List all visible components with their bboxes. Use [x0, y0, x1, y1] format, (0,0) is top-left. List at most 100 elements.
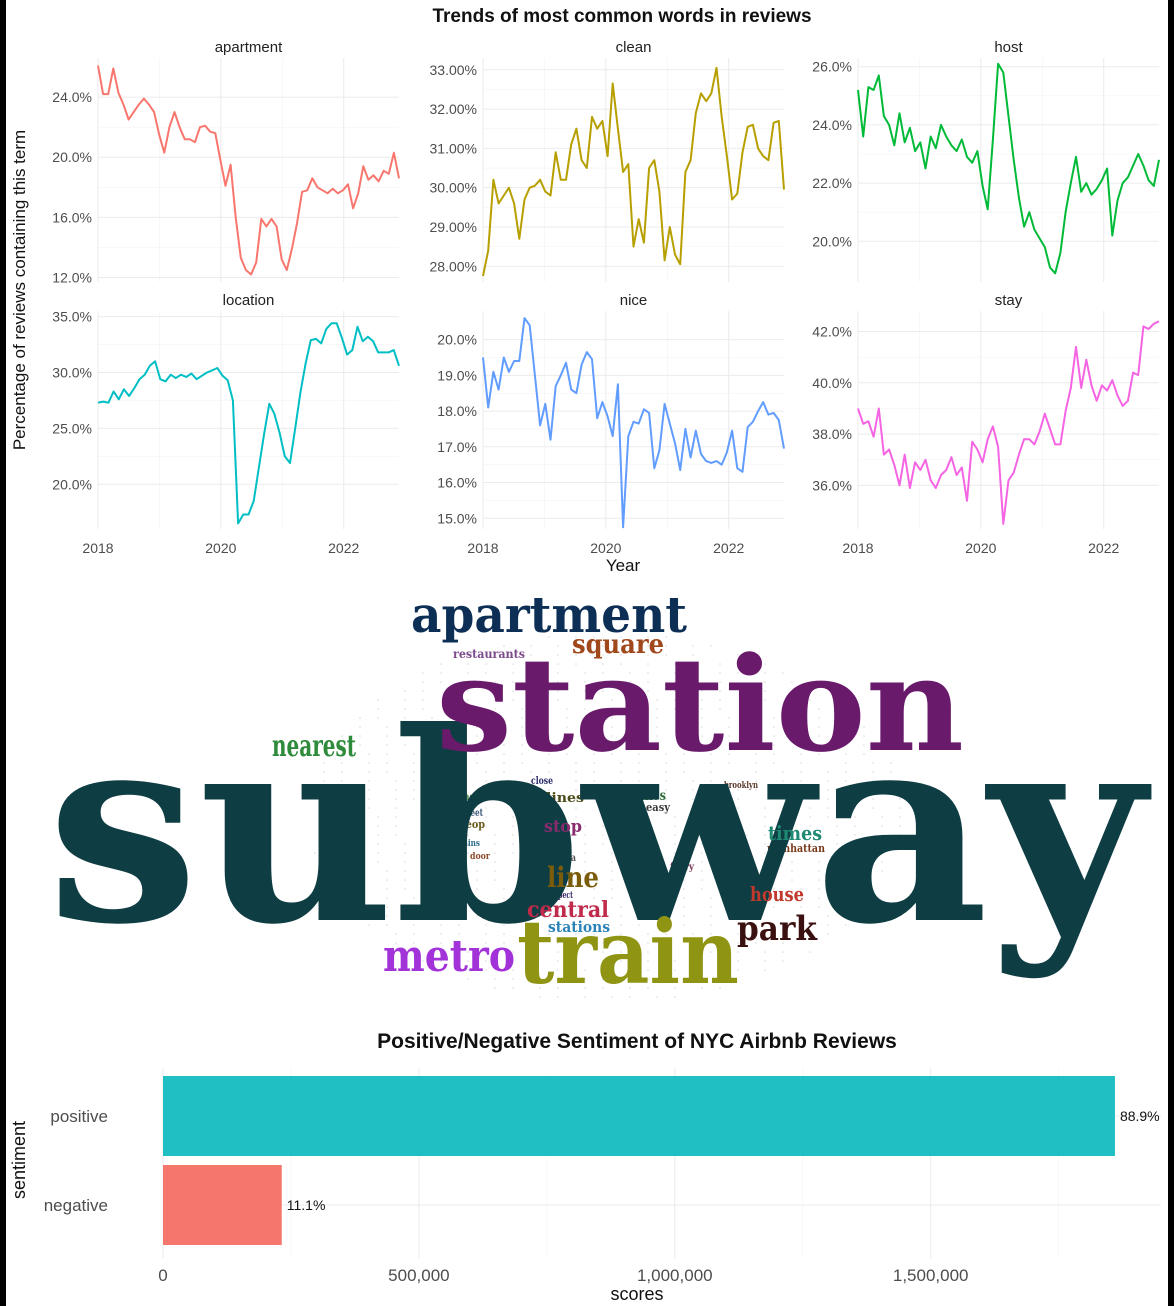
- cloud-dot: [575, 663, 577, 665]
- cloud-dot: [584, 690, 586, 692]
- cloud-dot: [674, 681, 676, 683]
- word-prospect: prospect: [543, 891, 574, 901]
- cloud-dot: [665, 798, 667, 800]
- cloud-dot: [674, 843, 676, 845]
- x-tick-label: 500,000: [388, 1266, 449, 1285]
- y-tick-label: 20.0%: [437, 332, 477, 348]
- cloud-dot: [845, 906, 847, 908]
- cloud-dot: [620, 645, 622, 647]
- cloud-dot: [404, 690, 406, 692]
- cloud-dot: [647, 987, 649, 989]
- cloud-dot: [584, 969, 586, 971]
- cloud-dot: [557, 672, 559, 674]
- cloud-dot: [368, 771, 370, 773]
- bar-positive: [163, 1076, 1115, 1156]
- cloud-dot: [584, 681, 586, 683]
- cloud-dot: [854, 789, 856, 791]
- cloud-dot: [629, 969, 631, 971]
- cloud-dot: [539, 717, 541, 719]
- cloud-dot: [530, 942, 532, 944]
- cloud-dot: [485, 672, 487, 674]
- cloud-dot: [557, 996, 559, 998]
- cloud-dot: [440, 807, 442, 809]
- cloud-dot: [539, 879, 541, 881]
- cloud-dot: [611, 879, 613, 881]
- cloud-dot: [818, 906, 820, 908]
- cloud-dot: [449, 708, 451, 710]
- cloud-dot: [467, 852, 469, 854]
- cloud-dot: [611, 699, 613, 701]
- word-close: close: [531, 776, 553, 787]
- cloud-dot: [755, 771, 757, 773]
- cloud-dot: [449, 735, 451, 737]
- cloud-dot: [584, 699, 586, 701]
- cloud-dot: [539, 699, 541, 701]
- cloud-dot: [467, 681, 469, 683]
- cloud-dot: [620, 780, 622, 782]
- cloud-dot: [611, 744, 613, 746]
- cloud-dot: [638, 879, 640, 881]
- y-tick-label: 29.00%: [430, 219, 477, 235]
- cloud-dot: [602, 969, 604, 971]
- cloud-dot: [746, 861, 748, 863]
- word-area: area: [556, 853, 576, 864]
- cloud-dot: [746, 708, 748, 710]
- cloud-dot: [377, 834, 379, 836]
- cloud-dot: [737, 807, 739, 809]
- cloud-dot: [647, 690, 649, 692]
- cloud-dot: [476, 870, 478, 872]
- word-apartment: apartment: [411, 585, 687, 644]
- cloud-dot: [485, 825, 487, 827]
- cloud-dot: [521, 879, 523, 881]
- cloud-dot: [413, 924, 415, 926]
- cloud-dot: [656, 861, 658, 863]
- cloud-dot: [440, 672, 442, 674]
- cloud-dot: [638, 897, 640, 899]
- cloud-dot: [692, 978, 694, 980]
- cloud-dot: [647, 933, 649, 935]
- y-tick-label: 17.0%: [437, 439, 477, 455]
- cloud-dot: [395, 789, 397, 791]
- cloud-dot: [737, 951, 739, 953]
- series-line-stay: [857, 320, 1160, 525]
- cloud-dot: [395, 780, 397, 782]
- y-tick-label: 12.0%: [52, 269, 92, 285]
- cloud-dot: [728, 717, 730, 719]
- cloud-dot: [404, 852, 406, 854]
- y-tick-label: 42.0%: [812, 324, 852, 340]
- cloud-dot: [368, 753, 370, 755]
- cloud-dot: [791, 717, 793, 719]
- cloud-dot: [413, 762, 415, 764]
- cloud-dot: [674, 708, 676, 710]
- cloud-dot: [782, 807, 784, 809]
- cloud-dot: [827, 924, 829, 926]
- cloud-dot: [413, 942, 415, 944]
- cloud-dot: [539, 861, 541, 863]
- cloud-dot: [548, 906, 550, 908]
- cloud-dot: [386, 879, 388, 881]
- cloud-dot: [872, 798, 874, 800]
- series-line-host: [857, 62, 1160, 275]
- cloud-dot: [719, 969, 721, 971]
- cloud-dot: [386, 753, 388, 755]
- cloud-dot: [674, 690, 676, 692]
- cloud-dot: [674, 699, 676, 701]
- cloud-dot: [530, 915, 532, 917]
- cloud-dot: [512, 960, 514, 962]
- cloud-dot: [719, 690, 721, 692]
- cloud-dot: [755, 789, 757, 791]
- cloud-dot: [881, 852, 883, 854]
- cloud-dot: [476, 735, 478, 737]
- cloud-dot: [719, 672, 721, 674]
- data-label-negative: 11.1%: [287, 1197, 326, 1213]
- cloud-dot: [575, 942, 577, 944]
- cloud-dot: [692, 663, 694, 665]
- cloud-dot: [530, 960, 532, 962]
- facet-apartment: apartment 12.0% 16.0% 20.0% 24.0%: [52, 39, 400, 285]
- cloud-dot: [386, 735, 388, 737]
- facet-label-stay: stay: [995, 292, 1023, 309]
- cloud-dot: [449, 726, 451, 728]
- cloud-dot: [422, 708, 424, 710]
- cloud-dot: [602, 978, 604, 980]
- cloud-dot: [845, 753, 847, 755]
